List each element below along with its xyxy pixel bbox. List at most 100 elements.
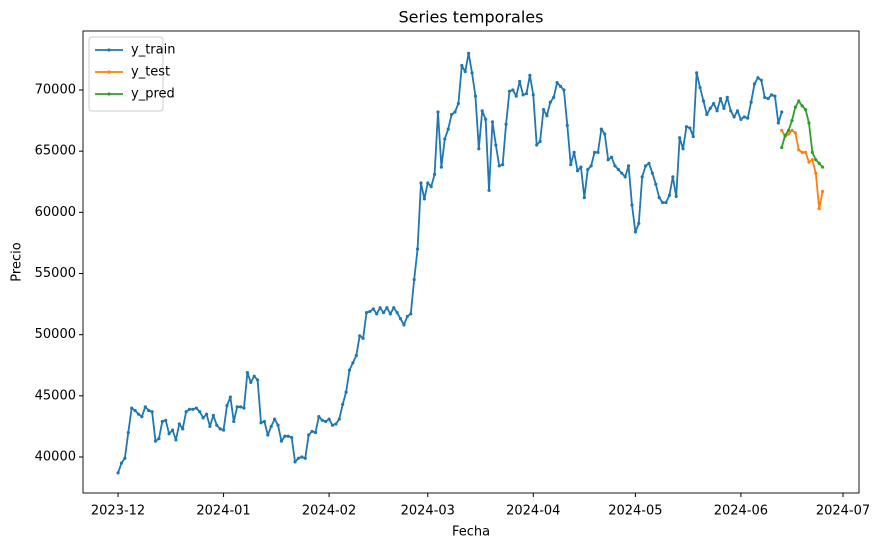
data-point — [803, 150, 808, 154]
data-point — [432, 172, 437, 177]
y-tick-label: 65000 — [35, 144, 76, 159]
data-point — [630, 203, 634, 207]
data-point — [392, 306, 396, 310]
data-point — [232, 419, 236, 424]
data-point — [797, 148, 801, 152]
data-point — [667, 193, 672, 197]
data-point — [116, 471, 120, 475]
data-point — [259, 421, 263, 425]
data-point — [330, 423, 335, 427]
data-point — [381, 311, 386, 315]
data-point — [640, 175, 644, 179]
data-point — [419, 181, 423, 185]
data-point — [793, 105, 797, 109]
data-point — [300, 455, 304, 459]
data-point — [609, 155, 614, 159]
data-point — [211, 413, 215, 418]
x-tick-label: 2024-03 — [401, 504, 455, 519]
data-point — [688, 126, 692, 130]
data-point — [712, 101, 716, 106]
data-point — [204, 412, 209, 416]
data-point — [395, 311, 399, 315]
data-point — [443, 137, 447, 141]
legend-label: y_pred — [131, 87, 175, 102]
data-point — [402, 323, 406, 327]
data-point — [620, 171, 624, 175]
data-point — [143, 405, 147, 409]
data-point — [820, 189, 825, 194]
data-point — [678, 136, 682, 140]
data-point — [596, 150, 600, 154]
data-point — [810, 158, 814, 162]
data-point — [603, 132, 607, 136]
data-point — [375, 312, 379, 316]
data-point — [691, 134, 695, 139]
data-point — [763, 95, 767, 99]
data-point — [541, 107, 546, 112]
data-point — [415, 247, 420, 251]
data-point — [783, 133, 787, 137]
data-point — [398, 317, 403, 321]
data-point — [793, 131, 797, 135]
data-point — [198, 410, 202, 414]
data-point — [684, 125, 689, 129]
data-point — [487, 188, 491, 192]
data-point — [153, 439, 158, 443]
legend-marker — [107, 48, 111, 52]
data-point — [800, 104, 804, 108]
data-point — [722, 106, 726, 110]
data-point — [184, 410, 188, 414]
data-point — [626, 164, 631, 168]
data-point — [810, 150, 814, 154]
data-point — [453, 110, 457, 114]
legend: y_train y_test y_pred — [88, 36, 175, 112]
data-point — [208, 424, 212, 429]
data-point — [130, 406, 134, 410]
data-point — [548, 100, 552, 104]
data-point — [310, 429, 314, 433]
data-point — [164, 418, 168, 422]
data-point — [249, 380, 253, 384]
data-point — [238, 405, 243, 409]
data-point — [242, 406, 246, 410]
data-point — [296, 456, 301, 460]
data-point — [766, 96, 770, 101]
data-point — [317, 415, 321, 419]
data-point — [773, 94, 777, 98]
data-point — [436, 110, 440, 114]
data-point — [126, 430, 130, 435]
data-point — [266, 433, 270, 437]
data-point — [814, 171, 818, 175]
y-tick-label: 40000 — [35, 449, 76, 464]
data-point — [579, 165, 583, 169]
data-point — [228, 395, 232, 399]
data-point — [256, 378, 260, 382]
data-point — [780, 128, 784, 132]
data-point — [140, 415, 144, 419]
data-point — [276, 423, 280, 427]
data-point — [698, 85, 702, 90]
data-point — [167, 432, 171, 436]
data-point — [262, 419, 267, 424]
data-point — [215, 423, 219, 427]
data-point — [742, 115, 746, 119]
data-point — [378, 306, 382, 310]
data-point — [286, 434, 290, 438]
data-point — [701, 99, 706, 103]
data-point — [388, 312, 392, 316]
data-point — [385, 306, 389, 310]
data-point — [586, 167, 590, 172]
data-point — [671, 175, 675, 179]
data-point — [150, 410, 154, 414]
data-point — [194, 406, 198, 410]
data-point — [201, 416, 205, 420]
data-point — [681, 147, 685, 151]
series-line — [780, 129, 824, 210]
data-point — [657, 196, 661, 200]
data-point — [647, 161, 651, 166]
data-point — [589, 164, 593, 168]
data-point — [735, 109, 740, 113]
data-point — [572, 150, 576, 154]
data-point — [650, 171, 655, 175]
